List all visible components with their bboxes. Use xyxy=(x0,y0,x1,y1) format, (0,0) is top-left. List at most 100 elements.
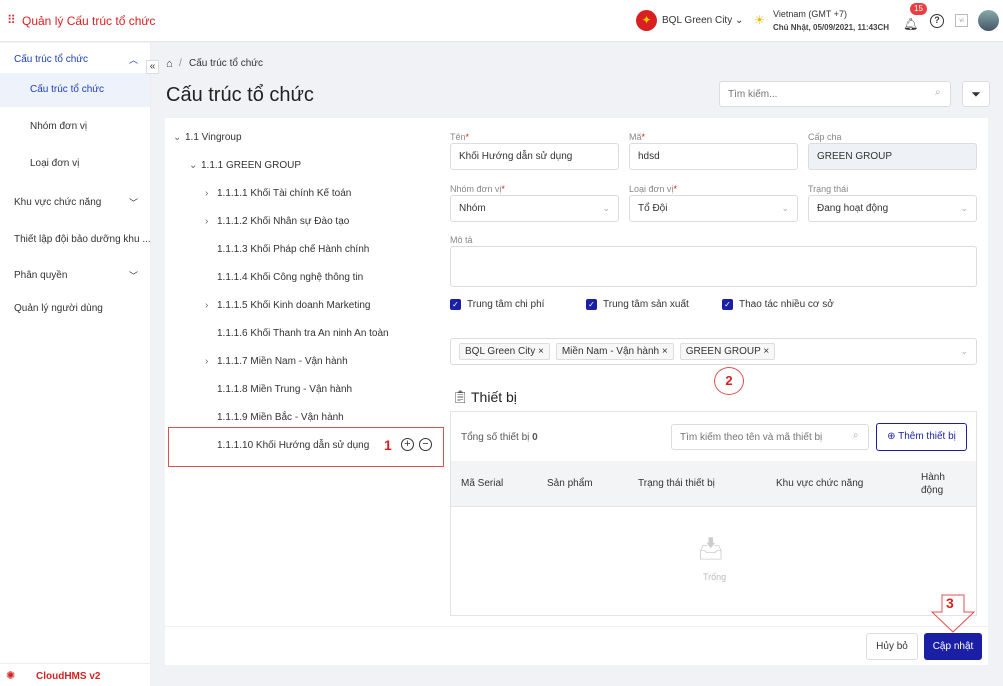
tree-node[interactable]: › 1.1.1.2 Khối Nhân sự Đào tạo xyxy=(205,216,349,227)
checkbox-production-center[interactable]: ✓ Trung tâm sản xuất xyxy=(586,299,689,310)
tag: BQL Green City × xyxy=(459,343,550,360)
tree-node-label: 1.1.1.6 Khối Thanh tra An ninh An toàn xyxy=(217,328,389,339)
annotation-1: 1 xyxy=(384,437,392,453)
text: Tổng số thiết bị xyxy=(461,432,530,443)
add-device-button[interactable]: ⊕ Thêm thiết bị xyxy=(876,423,967,451)
avatar[interactable] xyxy=(978,10,999,31)
chevron-right-icon[interactable]: › xyxy=(205,356,209,367)
label: Thao tác nhiều cơ sở xyxy=(739,299,834,311)
search-input[interactable] xyxy=(719,81,951,107)
tree-node-label: 1.1.1.5 Khối Kinh doanh Marketing xyxy=(217,300,371,311)
home-icon[interactable]: ⌂ xyxy=(166,58,173,70)
label: Thêm thiết bị xyxy=(898,431,956,442)
tag: Miền Nam - Vận hành × xyxy=(555,343,674,360)
breadcrumb-separator: / xyxy=(179,58,182,69)
sidebar-footer: ✺ CloudHMS v2 xyxy=(0,663,150,686)
tree-node[interactable]: › 1.1.1.5 Khối Kinh doanh Marketing xyxy=(205,300,370,311)
required-mark: * xyxy=(465,132,470,142)
checkbox-multi-site[interactable]: ✓ Thao tác nhiều cơ sở xyxy=(722,299,834,310)
tree-node[interactable]: 1.1.1.10 Khối Hướng dẫn sử dụng xyxy=(205,440,369,451)
tree-node[interactable]: ⌄ 1.1.1 GREEN GROUP xyxy=(189,160,301,171)
value: Nhóm xyxy=(459,203,486,214)
add-child-button[interactable]: + xyxy=(401,438,414,451)
tree-node-label: 1.1.1 GREEN GROUP xyxy=(201,160,302,171)
sidebar-item-unit-groups[interactable]: Nhóm đơn vị xyxy=(30,121,88,132)
chevron-right-icon[interactable]: › xyxy=(205,188,209,199)
tree-node[interactable]: 1.1.1.4 Khối Công nghệ thông tin xyxy=(205,272,363,283)
required-mark: * xyxy=(501,184,505,194)
apps-grid-icon[interactable]: ⠿ xyxy=(7,13,16,27)
help-icon[interactable]: ? xyxy=(930,14,944,28)
sidebar-item-unit-types[interactable]: Loại đơn vị xyxy=(30,158,80,169)
chevron-up-icon: ︿ xyxy=(128,55,138,65)
check-icon: ✓ xyxy=(722,299,733,310)
tag-label: GREEN GROUP xyxy=(685,346,761,357)
collapse-sidebar-button[interactable]: « xyxy=(146,60,159,74)
search-icon: ⌕ xyxy=(853,430,859,441)
sites-multiselect[interactable]: BQL Green City × Miền Nam - Vận hành × GRE… xyxy=(450,338,977,365)
status-select[interactable]: Đang hoạt động ⌄ xyxy=(808,195,977,222)
tree-node-label: 1.1.1.3 Khối Pháp chế Hành chính xyxy=(217,244,370,255)
tree-node-label: 1.1 Vingroup xyxy=(185,132,242,143)
sidebar-item-maintenance-teams[interactable]: Thiết lập đội bảo dưỡng khu ... xyxy=(14,234,150,245)
chevron-down-icon: ﹀ xyxy=(128,198,138,208)
top-header: ⠿ Quản lý Cấu trúc tổ chức ✦ BQL Green C… xyxy=(0,0,1003,42)
sidebar-item-org-structure-group[interactable]: Cấu trúc tổ chức ︿ xyxy=(0,43,150,77)
cloudhms-logo-icon: ✺ xyxy=(6,670,16,682)
group-select[interactable]: Nhóm ⌄ xyxy=(450,195,619,222)
cancel-button[interactable]: Hủy bỏ xyxy=(866,633,918,660)
sidebar-item-permissions[interactable]: Phân quyền ﹀ xyxy=(0,259,150,293)
count: 0 xyxy=(532,432,538,443)
org-selector[interactable]: BQL Green City ⌄ xyxy=(662,15,743,26)
column-status: Trạng thái thiết bị xyxy=(638,478,715,489)
remove-node-button[interactable]: − xyxy=(419,438,432,451)
search-icon: ⌕ xyxy=(935,87,941,98)
divider xyxy=(165,626,988,627)
update-button[interactable]: Cập nhật xyxy=(924,633,982,660)
tree-node[interactable]: 1.1.1.9 Miền Bắc - Vận hành xyxy=(205,412,344,423)
checkbox-cost-center[interactable]: ✓ Trung tâm chi phí xyxy=(450,299,544,310)
tree-node[interactable]: 1.1.1.3 Khối Pháp chế Hành chính xyxy=(205,244,369,255)
type-select[interactable]: Tổ Đội ⌄ xyxy=(629,195,798,222)
language-selector[interactable]: vi xyxy=(955,14,968,27)
annotation-arrow xyxy=(930,594,976,633)
chevron-right-icon[interactable]: › xyxy=(205,300,209,311)
check-icon: ✓ xyxy=(586,299,597,310)
tree-node[interactable]: › 1.1.1.7 Miền Nam - Vận hành xyxy=(205,356,348,367)
chevron-down-icon: ﹀ xyxy=(128,271,138,281)
tree-node[interactable]: 1.1.1.6 Khối Thanh tra An ninh An toàn xyxy=(205,328,389,339)
name-input[interactable]: Khối Hướng dẫn sử dụng xyxy=(450,143,619,170)
tree-node[interactable]: ⌄ 1.1 Vingroup xyxy=(173,132,242,143)
chevron-down-icon: ⌄ xyxy=(602,203,610,213)
parent-label: Cấp cha xyxy=(808,132,842,142)
tag-label: Miền Nam - Vận hành xyxy=(561,346,660,357)
tree-node-label: 1.1.1.1 Khối Tài chính Kế toán xyxy=(217,188,352,199)
notification-badge: 15 xyxy=(910,3,927,15)
close-icon[interactable]: × xyxy=(763,346,770,357)
tree-node-label: 1.1.1.4 Khối Công nghệ thông tin xyxy=(217,272,364,283)
sidebar-item-org-structure[interactable]: Cấu trúc tổ chức xyxy=(0,73,150,107)
tree-node[interactable]: 1.1.1.8 Miền Trung - Vận hành xyxy=(205,384,352,395)
code-input[interactable]: hdsd xyxy=(629,143,798,170)
annotation-2: 2 xyxy=(714,367,744,395)
chevron-down-icon[interactable]: ⌄ xyxy=(189,160,198,171)
sidebar-item-functional-areas[interactable]: Khu vực chức năng ﹀ xyxy=(0,186,150,220)
bell-icon[interactable]: 🔔︎ xyxy=(903,17,919,31)
type-label: Loại đơn vị* xyxy=(629,184,677,194)
sidebar-item-users[interactable]: Quản lý người dùng xyxy=(14,303,103,314)
filter-button[interactable]: ⏷ xyxy=(962,81,990,107)
chevron-right-icon[interactable]: › xyxy=(205,216,209,227)
parent-input: GREEN GROUP xyxy=(808,143,977,170)
empty-text: Trống xyxy=(703,572,727,582)
tree-node[interactable]: › 1.1.1.1 Khối Tài chính Kế toán xyxy=(205,188,351,199)
close-icon[interactable]: × xyxy=(661,346,668,357)
chevron-down-icon[interactable]: ⌄ xyxy=(173,132,182,143)
close-icon[interactable]: × xyxy=(538,346,544,357)
group-label: Nhóm đơn vị* xyxy=(450,184,505,194)
description-textarea[interactable] xyxy=(450,246,977,287)
devices-title: Thiết bị xyxy=(471,389,517,405)
device-search-input[interactable] xyxy=(671,424,869,450)
weather-icon: ☀ xyxy=(754,13,765,27)
page-title: Cấu trúc tổ chức xyxy=(166,84,314,106)
clipboard-icon: 📋︎ xyxy=(452,389,469,404)
